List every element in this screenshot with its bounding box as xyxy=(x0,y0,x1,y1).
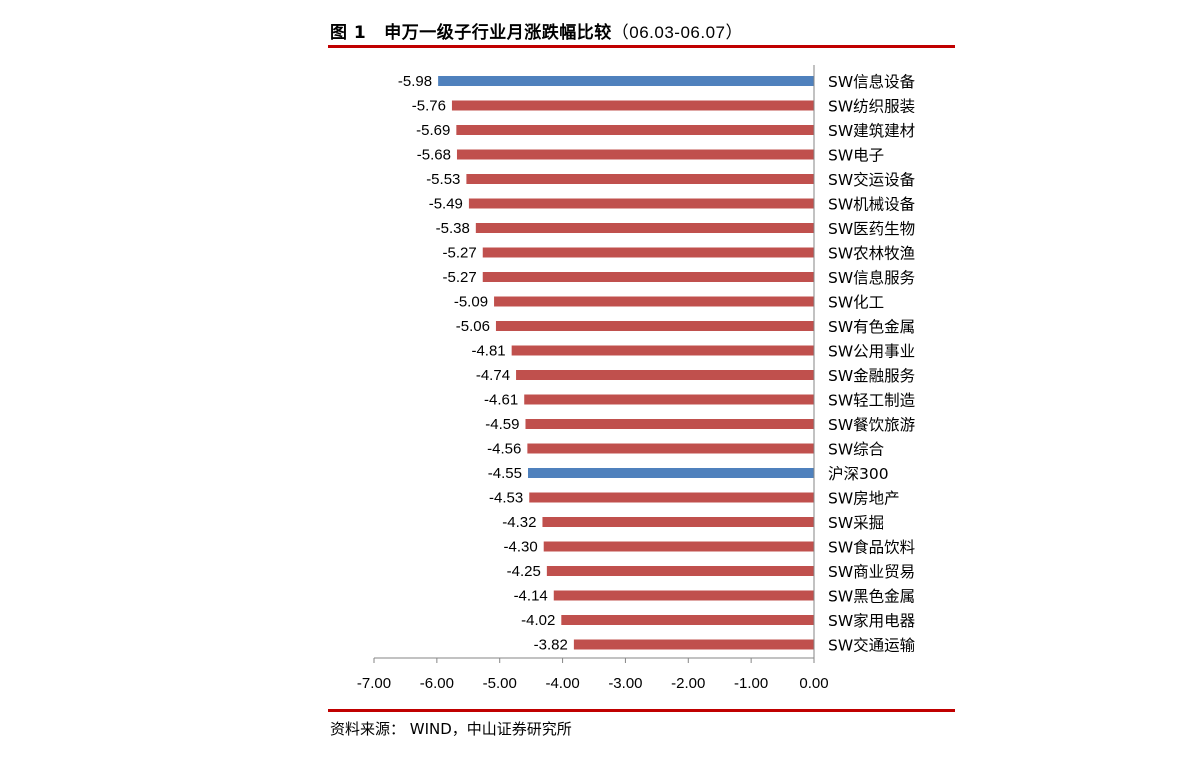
data-label: -5.38 xyxy=(436,220,470,237)
category-label: SW电子 xyxy=(828,147,884,165)
data-label: -4.32 xyxy=(502,514,536,531)
bar xyxy=(456,125,814,135)
bar xyxy=(482,247,814,258)
category-label: SW机械设备 xyxy=(828,196,916,214)
x-tick-label: -3.00 xyxy=(608,675,642,692)
bar xyxy=(451,100,814,111)
category-label: SW黑色金属 xyxy=(828,588,915,606)
bar xyxy=(516,370,814,380)
data-label: -4.74 xyxy=(476,367,510,384)
category-label: SW房地产 xyxy=(828,490,900,508)
data-label: -4.02 xyxy=(521,612,555,629)
source-rule xyxy=(328,709,955,712)
data-label: -4.55 xyxy=(488,465,522,482)
bar xyxy=(528,468,814,478)
bar xyxy=(456,149,814,160)
bar xyxy=(573,639,814,650)
data-label: -5.69 xyxy=(416,122,450,139)
category-label: SW信息设备 xyxy=(828,73,916,91)
bar xyxy=(546,566,814,576)
category-label: SW交通运输 xyxy=(828,637,916,655)
x-tick-label: -2.00 xyxy=(671,675,705,692)
data-label: -3.82 xyxy=(534,637,568,654)
data-label: -4.61 xyxy=(484,392,518,409)
title-rule xyxy=(328,45,955,48)
category-label: SW食品饮料 xyxy=(828,539,915,557)
bar xyxy=(553,590,814,601)
x-tick-label: -5.00 xyxy=(483,675,517,692)
data-label: -5.27 xyxy=(443,245,477,262)
data-label: -5.98 xyxy=(398,73,432,90)
data-label: -5.68 xyxy=(417,147,451,164)
category-label: SW金融服务 xyxy=(828,367,915,385)
category-label: SW建筑建材 xyxy=(828,122,915,140)
bar xyxy=(475,223,814,233)
bar xyxy=(525,419,814,429)
figure-title: 图 1 申万一级子行业月涨跌幅比较（06.03-06.07） xyxy=(330,18,743,43)
bar xyxy=(561,615,814,625)
bar-chart: -5.98 SW信息设备 -5.76 SW纺织服装 -5.69 SW建筑建材 -5.68 SW… xyxy=(328,50,948,704)
x-tick-label: -7.00 xyxy=(357,675,391,692)
bar-chart-svg: -5.98 SW信息设备 -5.76 SW纺织服装 -5.69 SW建筑建材 -5.68 SW… xyxy=(357,65,916,692)
figure-title-text: 申万一级子行业月涨跌幅比较 xyxy=(384,23,612,43)
category-label: SW综合 xyxy=(828,441,885,459)
bar xyxy=(527,443,814,454)
data-label: -4.14 xyxy=(514,588,548,605)
category-label: SW家用电器 xyxy=(828,612,916,630)
data-label: -5.06 xyxy=(456,318,490,335)
bar xyxy=(482,272,814,282)
bar xyxy=(542,517,814,527)
data-label: -5.09 xyxy=(454,294,488,311)
x-tick-label: -6.00 xyxy=(420,675,454,692)
bar xyxy=(529,492,814,503)
category-label: 沪深300 xyxy=(828,465,889,483)
bar xyxy=(468,198,814,209)
category-label: SW采掘 xyxy=(828,514,884,532)
category-label: SW轻工制造 xyxy=(828,392,916,410)
bar xyxy=(543,541,814,552)
category-label: SW农林牧渔 xyxy=(828,245,915,263)
category-label: SW医药生物 xyxy=(828,220,915,238)
bar xyxy=(494,296,814,307)
data-label: -5.53 xyxy=(426,171,460,188)
x-tick-label: -4.00 xyxy=(545,675,579,692)
x-tick-label: 0.00 xyxy=(799,675,828,692)
bar xyxy=(524,394,814,405)
source-note: 资料来源： WIND，中山证券研究所 xyxy=(330,720,572,738)
data-label: -5.49 xyxy=(429,196,463,213)
data-label: -4.25 xyxy=(507,563,541,580)
data-label: -5.76 xyxy=(412,98,446,115)
figure-date-range: （06.03-06.07） xyxy=(611,23,743,42)
category-label: SW餐饮旅游 xyxy=(828,416,915,434)
data-label: -4.59 xyxy=(485,416,519,433)
x-tick-label: -1.00 xyxy=(734,675,768,692)
bar xyxy=(466,174,814,184)
data-label: -5.27 xyxy=(443,269,477,286)
data-label: -4.81 xyxy=(471,343,505,360)
data-label: -4.53 xyxy=(489,490,523,507)
category-label: SW化工 xyxy=(828,294,884,312)
data-label: -4.30 xyxy=(504,539,538,556)
category-label: SW纺织服装 xyxy=(828,98,915,116)
category-label: SW交运设备 xyxy=(828,171,916,189)
category-label: SW商业贸易 xyxy=(828,563,915,581)
bar xyxy=(438,76,814,86)
data-label: -4.56 xyxy=(487,441,521,458)
bar xyxy=(495,321,814,331)
category-label: SW有色金属 xyxy=(828,318,915,336)
figure-number: 图 1 xyxy=(330,23,367,43)
category-label: SW公用事业 xyxy=(828,343,915,361)
category-label: SW信息服务 xyxy=(828,269,915,287)
bar xyxy=(511,345,814,356)
